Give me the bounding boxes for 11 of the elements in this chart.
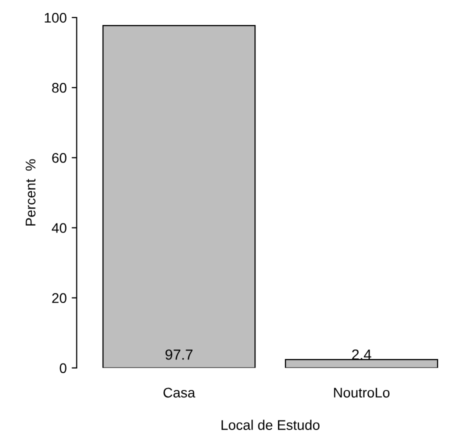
data-label: 97.7 <box>166 349 192 360</box>
y-tick-label: 40 <box>52 223 66 233</box>
y-axis-title: Percent % <box>26 159 36 226</box>
y-tick-label: 20 <box>52 293 66 304</box>
x-tick-label: NoutroLo <box>334 388 390 398</box>
y-tick-label: 0 <box>60 363 66 374</box>
y-tick-label: 80 <box>52 82 66 93</box>
x-axis-title: Local de Estudo <box>222 420 320 430</box>
y-tick-label: 100 <box>44 12 66 23</box>
x-tick-label: Casa <box>164 388 196 398</box>
y-tick-label: 60 <box>52 153 66 163</box>
